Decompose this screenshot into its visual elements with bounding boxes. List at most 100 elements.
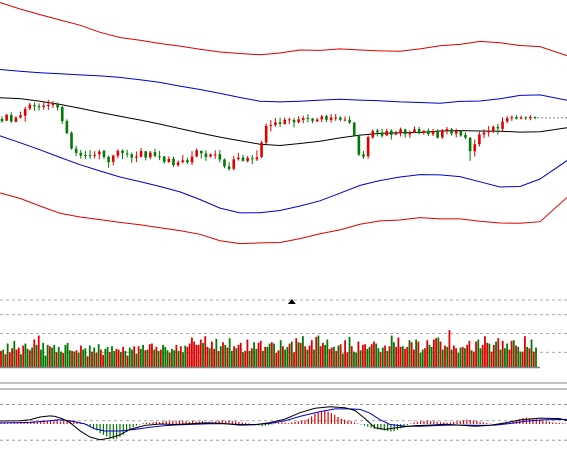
candle-body bbox=[376, 130, 379, 133]
volume-bar bbox=[510, 340, 513, 367]
candle-body bbox=[297, 119, 300, 123]
volume-bar bbox=[366, 348, 369, 367]
volume-bar bbox=[364, 344, 366, 367]
volume-bar bbox=[66, 342, 69, 367]
volume-bar bbox=[188, 343, 191, 367]
volume-bar bbox=[99, 349, 102, 367]
volume-bar bbox=[250, 348, 253, 367]
volume-bar bbox=[381, 347, 384, 367]
volume-bar bbox=[113, 350, 116, 367]
volume-bar bbox=[179, 346, 182, 367]
volume-bar bbox=[44, 355, 47, 367]
candle-body bbox=[232, 159, 236, 169]
volume-bar bbox=[53, 344, 56, 367]
volume-bar bbox=[397, 337, 400, 367]
volume-bar bbox=[253, 342, 255, 367]
candle-body bbox=[417, 129, 421, 133]
volume-bar bbox=[71, 350, 73, 367]
candle-body bbox=[329, 117, 333, 120]
volume-bar bbox=[299, 342, 302, 367]
candle-body bbox=[56, 103, 59, 108]
candle-body bbox=[315, 119, 319, 122]
volume-bar bbox=[428, 344, 431, 367]
volume-bar bbox=[162, 344, 164, 367]
candle-body bbox=[529, 116, 532, 119]
volume-bar bbox=[319, 346, 322, 367]
volume-bar bbox=[62, 352, 65, 367]
volume-bar bbox=[457, 352, 460, 367]
candle-body bbox=[23, 108, 27, 116]
candle-body bbox=[385, 131, 388, 136]
volume-bar bbox=[259, 340, 262, 367]
volume-bar bbox=[73, 351, 76, 367]
volume-bar bbox=[426, 340, 429, 367]
volume-bar bbox=[488, 343, 491, 367]
volume-bar bbox=[186, 346, 189, 367]
volume-bar bbox=[321, 342, 324, 367]
candle-body bbox=[505, 118, 509, 122]
candle-body bbox=[264, 125, 268, 143]
volume-bar bbox=[68, 350, 71, 367]
volume-bar bbox=[408, 340, 411, 367]
volume-bar bbox=[275, 352, 278, 367]
volume-bar bbox=[479, 348, 482, 367]
volume-bar bbox=[151, 343, 153, 367]
volume-bar bbox=[93, 347, 96, 367]
candle-body bbox=[60, 107, 64, 122]
volume-bar bbox=[208, 348, 211, 367]
candle-body bbox=[478, 134, 481, 145]
volume-bar bbox=[159, 349, 162, 367]
candle-body bbox=[269, 124, 273, 126]
volume-bar bbox=[326, 339, 329, 367]
volume-bar bbox=[515, 345, 517, 367]
volume-bar bbox=[224, 344, 227, 367]
volume-bar bbox=[155, 346, 158, 367]
volume-bar bbox=[195, 344, 198, 367]
volume-bar bbox=[399, 346, 402, 367]
volume-bar bbox=[297, 342, 300, 367]
volume-bar bbox=[270, 342, 273, 367]
volume-bar bbox=[439, 341, 442, 367]
candle-body bbox=[422, 130, 426, 133]
candle-body bbox=[464, 134, 467, 138]
upper-outer-band bbox=[0, 2, 567, 57]
candle-body bbox=[399, 129, 402, 134]
candle-body bbox=[241, 157, 245, 161]
candle-body bbox=[153, 152, 157, 156]
candle-body bbox=[190, 156, 194, 163]
candle-body bbox=[51, 103, 55, 106]
volume-bar bbox=[235, 348, 238, 367]
volume-bar bbox=[157, 350, 160, 367]
volume-bar bbox=[255, 348, 258, 367]
volume-bar bbox=[393, 342, 395, 367]
candle-body bbox=[121, 150, 124, 154]
volume-bar bbox=[406, 346, 409, 367]
volume-bar bbox=[446, 346, 449, 367]
candle-body bbox=[116, 150, 120, 156]
candle-body bbox=[37, 106, 41, 108]
volume-bar bbox=[122, 346, 124, 367]
candle-body bbox=[93, 154, 96, 156]
volume-bar bbox=[468, 340, 471, 367]
volume-bar bbox=[264, 346, 267, 367]
candle-body bbox=[362, 154, 365, 157]
candle-body bbox=[274, 122, 277, 126]
volume-bar bbox=[333, 346, 335, 367]
candle-body bbox=[431, 131, 435, 135]
candle-body bbox=[515, 116, 518, 119]
volume-bar bbox=[193, 341, 196, 367]
volume-bar bbox=[373, 341, 375, 367]
volume-bar bbox=[302, 336, 304, 367]
candle-body bbox=[246, 158, 249, 162]
volume-bar bbox=[237, 344, 240, 367]
volume-bar bbox=[24, 343, 27, 367]
candle-body bbox=[125, 153, 129, 155]
volume-bar bbox=[339, 344, 342, 367]
volume-bar bbox=[46, 344, 49, 367]
volume-bar bbox=[88, 345, 91, 367]
candle-body bbox=[436, 130, 439, 138]
candle-body bbox=[334, 117, 338, 119]
volume-bar bbox=[361, 344, 364, 367]
volume-bar bbox=[204, 336, 207, 367]
volume-bar bbox=[375, 343, 378, 367]
